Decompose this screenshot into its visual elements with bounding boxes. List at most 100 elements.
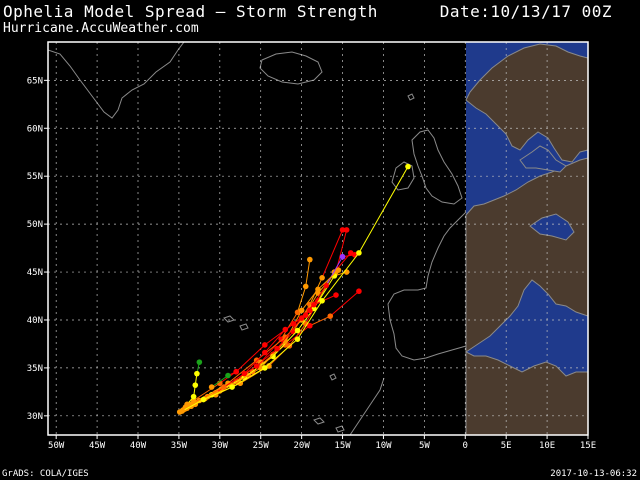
track-point <box>190 393 197 400</box>
ocean-west <box>48 42 466 435</box>
model-tracks <box>176 163 411 415</box>
lat-tick-label: 40N <box>27 316 43 326</box>
lat-tick-label: 35N <box>27 364 43 374</box>
track-segment <box>231 367 266 388</box>
track-segment <box>301 288 319 311</box>
track-segment <box>321 229 344 278</box>
track-point <box>233 368 239 375</box>
track-point <box>333 292 339 298</box>
lon-tick-label: 5E <box>501 441 512 451</box>
track-segment <box>231 367 261 386</box>
track-point <box>194 370 200 377</box>
europe-africa-land <box>465 43 588 435</box>
track-point <box>208 384 215 390</box>
track-segment <box>193 382 221 401</box>
track-point <box>307 322 313 329</box>
lon-tick-label: 20W <box>294 441 311 451</box>
lon-tick-label: 45W <box>89 441 106 451</box>
track-point <box>339 227 346 233</box>
track-point <box>302 312 309 318</box>
track-segment <box>358 166 409 254</box>
baltic-sea <box>519 145 567 173</box>
map-title: Ophelia Model Spread — Storm Strength <box>3 2 378 21</box>
lat-tick-label: 50N <box>27 220 43 230</box>
track-point <box>315 286 321 293</box>
track-point <box>290 321 297 327</box>
software-credit: GrADS: COLA/IGES <box>2 469 89 479</box>
track-point <box>319 275 325 281</box>
track-segment <box>256 348 278 367</box>
track-segment <box>211 375 229 388</box>
track-point <box>339 253 346 260</box>
track-point <box>343 227 350 233</box>
lon-tick-label: 35W <box>171 441 188 451</box>
track-segment <box>203 386 233 400</box>
track-segment <box>264 329 286 353</box>
track-segment <box>227 359 257 384</box>
lon-tick-label: 0 <box>463 441 468 451</box>
track-point <box>302 283 309 290</box>
track-point <box>335 267 342 273</box>
lon-tick-label: 40W <box>130 441 147 451</box>
track-point <box>323 282 329 289</box>
track-segment <box>325 256 343 286</box>
track-point <box>221 384 227 390</box>
track-point <box>225 372 231 379</box>
lon-tick-label: 25W <box>253 441 270 451</box>
lat-tick-label: 60N <box>27 124 43 134</box>
lon-tick-label: 5W <box>419 441 430 451</box>
lon-tick-label: 10E <box>539 441 555 451</box>
map-frame <box>47 41 589 436</box>
track-point <box>229 384 235 390</box>
lon-tick-label: 50W <box>48 441 65 451</box>
track-point <box>179 408 185 414</box>
map-subtitle: Hurricane.AccuWeather.com <box>3 21 199 36</box>
track-point <box>307 301 313 308</box>
track-point <box>262 349 268 356</box>
lon-tick-label: 10W <box>375 441 392 451</box>
track-segment <box>305 259 311 287</box>
lat-tick-label: 45N <box>27 268 43 278</box>
track-point <box>327 313 334 319</box>
track-segment <box>329 290 360 317</box>
track-point <box>307 256 313 263</box>
track-segment <box>235 344 266 373</box>
track-point <box>192 382 199 388</box>
track-point <box>262 342 268 348</box>
track-point <box>298 315 305 321</box>
track-segment <box>264 323 294 346</box>
track-point <box>298 307 305 314</box>
axis-ticks: 50W 45W 40W 35W 30W 25W 20W 15W 10W 5W 0 5E 10E 15E 30… <box>27 76 596 451</box>
track-point <box>253 357 260 364</box>
lon-tick-label: 15W <box>334 441 351 451</box>
track-point <box>294 327 301 334</box>
lat-tick-label: 65N <box>27 76 43 86</box>
track-segment <box>260 340 286 369</box>
track-segment <box>280 312 298 340</box>
track-point <box>262 365 268 371</box>
track-point <box>270 353 276 360</box>
lat-tick-label: 55N <box>27 172 43 182</box>
track-point <box>311 301 317 308</box>
track-point <box>274 345 280 352</box>
track-segment <box>264 338 298 369</box>
mediterranean-sea <box>465 213 588 377</box>
track-segment <box>297 300 323 340</box>
track-point <box>253 363 260 369</box>
track-point <box>356 288 362 295</box>
track-segment <box>244 352 266 375</box>
track-point <box>190 397 197 404</box>
track-segment <box>223 365 257 388</box>
track-point <box>196 359 203 365</box>
track-point <box>282 342 289 348</box>
track-segment <box>317 269 339 290</box>
graticule <box>48 42 588 435</box>
track-segment <box>284 325 311 346</box>
track-point <box>307 307 313 314</box>
lon-tick-label: 15E <box>580 441 596 451</box>
track-point <box>319 298 325 304</box>
track-segment <box>293 310 311 325</box>
generation-timestamp: 2017-10-13-06:32 <box>550 469 637 479</box>
track-point <box>356 250 362 256</box>
